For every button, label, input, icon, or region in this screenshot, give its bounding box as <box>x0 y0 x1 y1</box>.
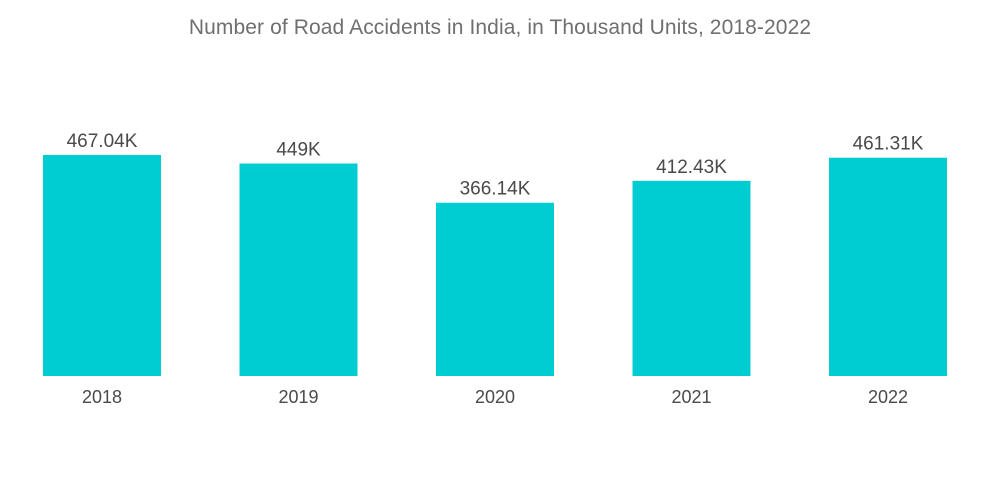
x-tick-label-2021: 2021 <box>671 387 711 407</box>
bar-2022 <box>829 157 947 376</box>
bar-2018 <box>43 155 161 376</box>
value-label-2019: 449K <box>276 140 321 161</box>
x-axis-ticks: 2018 2019 2020 2021 2022 <box>82 387 908 407</box>
value-label-2021: 412.43K <box>656 157 727 178</box>
bars-group <box>43 155 947 376</box>
chart-title: Number of Road Accidents in India, in Th… <box>188 16 812 39</box>
x-tick-label-2020: 2020 <box>475 387 515 407</box>
value-label-2022: 461.31K <box>853 134 924 155</box>
bar-2020 <box>436 202 554 376</box>
value-label-2018: 467.04K <box>67 131 138 152</box>
bar-2019 <box>239 163 358 376</box>
bar-2021 <box>632 180 751 376</box>
x-tick-label-2018: 2018 <box>82 387 122 407</box>
x-tick-label-2019: 2019 <box>278 387 318 407</box>
x-tick-label-2022: 2022 <box>868 387 908 407</box>
value-labels-group: 467.04K 449K 366.14K 412.43K 461.31K <box>67 131 924 200</box>
value-label-2020: 366.14K <box>460 179 531 200</box>
